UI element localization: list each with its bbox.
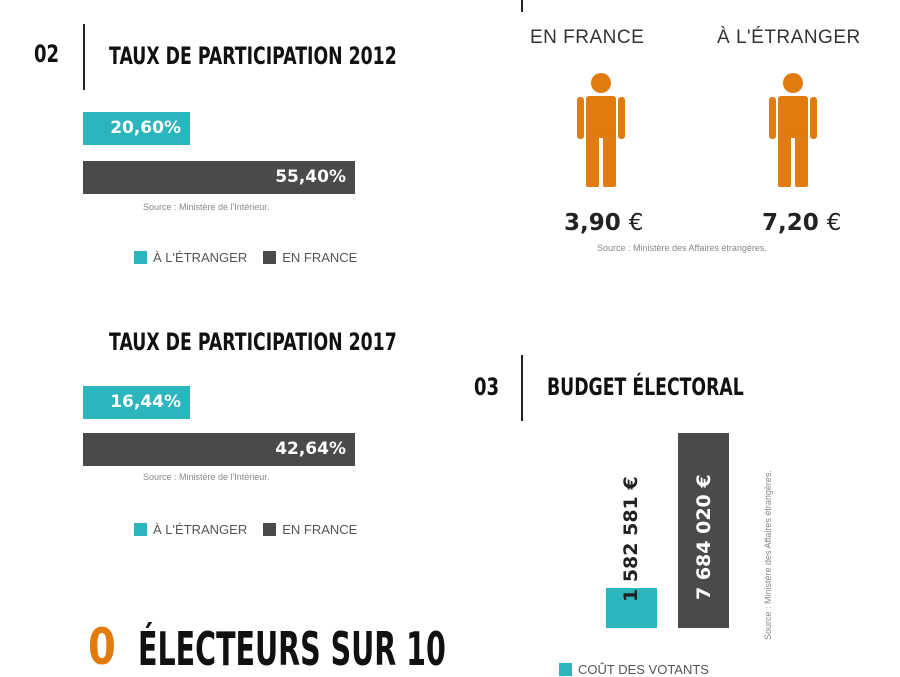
legend-swatch-france bbox=[263, 251, 277, 264]
section-title-2017: TAUX DE PARTICIPATION 2017 bbox=[109, 328, 397, 356]
legend-swatch-votants bbox=[559, 663, 572, 676]
footer-title: ÉLECTEURS SUR 10 bbox=[138, 622, 446, 676]
source-2017: Source : Ministère de l'Intérieur. bbox=[143, 472, 270, 482]
budget-bar-1 bbox=[606, 588, 657, 628]
col-title-france: EN FRANCE bbox=[530, 27, 645, 48]
legend-2012: À L'ÉTRANGER EN FRANCE bbox=[134, 250, 357, 265]
bar-abroad-2012: 20,60% bbox=[83, 112, 190, 145]
bar-france-2017: 42,64% bbox=[83, 433, 355, 466]
section-title-budget: BUDGET ÉLECTORAL bbox=[547, 373, 744, 401]
source-budget-vertical: Source : Ministère des Affaires étrangèr… bbox=[763, 470, 773, 640]
legend-label-votants: COÛT DES VOTANTS bbox=[578, 662, 709, 677]
legend-label-abroad: À L'ÉTRANGER bbox=[153, 522, 248, 537]
budget-bar-2 bbox=[678, 433, 729, 628]
bar-france-2012: 55,40% bbox=[83, 161, 355, 194]
section-title-2012: TAUX DE PARTICIPATION 2012 bbox=[109, 42, 397, 70]
big-number: 0 bbox=[88, 618, 116, 676]
price-abroad-value: 7,20 bbox=[762, 210, 819, 236]
budget-bar-2-label: 7 684 020 € bbox=[693, 474, 715, 600]
price-abroad: 7,20 € bbox=[762, 210, 841, 236]
legend-label-abroad: À L'ÉTRANGER bbox=[153, 250, 248, 265]
legend-swatch-abroad bbox=[134, 523, 147, 536]
bar-abroad-2017: 16,44% bbox=[83, 386, 190, 419]
source-cost: Source : Ministère des Affaires étrangèr… bbox=[597, 243, 767, 253]
person-icon bbox=[769, 73, 817, 187]
legend-label-france: EN FRANCE bbox=[282, 522, 358, 537]
person-icon bbox=[577, 73, 625, 187]
price-abroad-currency: € bbox=[826, 210, 842, 236]
legend-swatch-france bbox=[263, 523, 277, 536]
price-france: 3,90 € bbox=[564, 210, 643, 236]
section-number-02: 02 bbox=[34, 40, 60, 68]
col-title-abroad: À L'ÉTRANGER bbox=[717, 27, 861, 48]
source-2012: Source : Ministère de l'Intérieur. bbox=[143, 202, 270, 212]
section-divider bbox=[83, 24, 85, 90]
price-france-value: 3,90 bbox=[564, 210, 621, 236]
section-number-03: 03 bbox=[474, 373, 500, 401]
top-divider bbox=[521, 0, 523, 12]
legend-swatch-abroad bbox=[134, 251, 147, 264]
budget-bar-1-label: 1 582 581 € bbox=[620, 476, 642, 602]
price-france-currency: € bbox=[628, 210, 644, 236]
legend-budget: COÛT DES VOTANTS bbox=[559, 662, 709, 677]
legend-label-france: EN FRANCE bbox=[282, 250, 358, 265]
section-divider bbox=[521, 355, 523, 421]
legend-2017: À L'ÉTRANGER EN FRANCE bbox=[134, 522, 357, 537]
